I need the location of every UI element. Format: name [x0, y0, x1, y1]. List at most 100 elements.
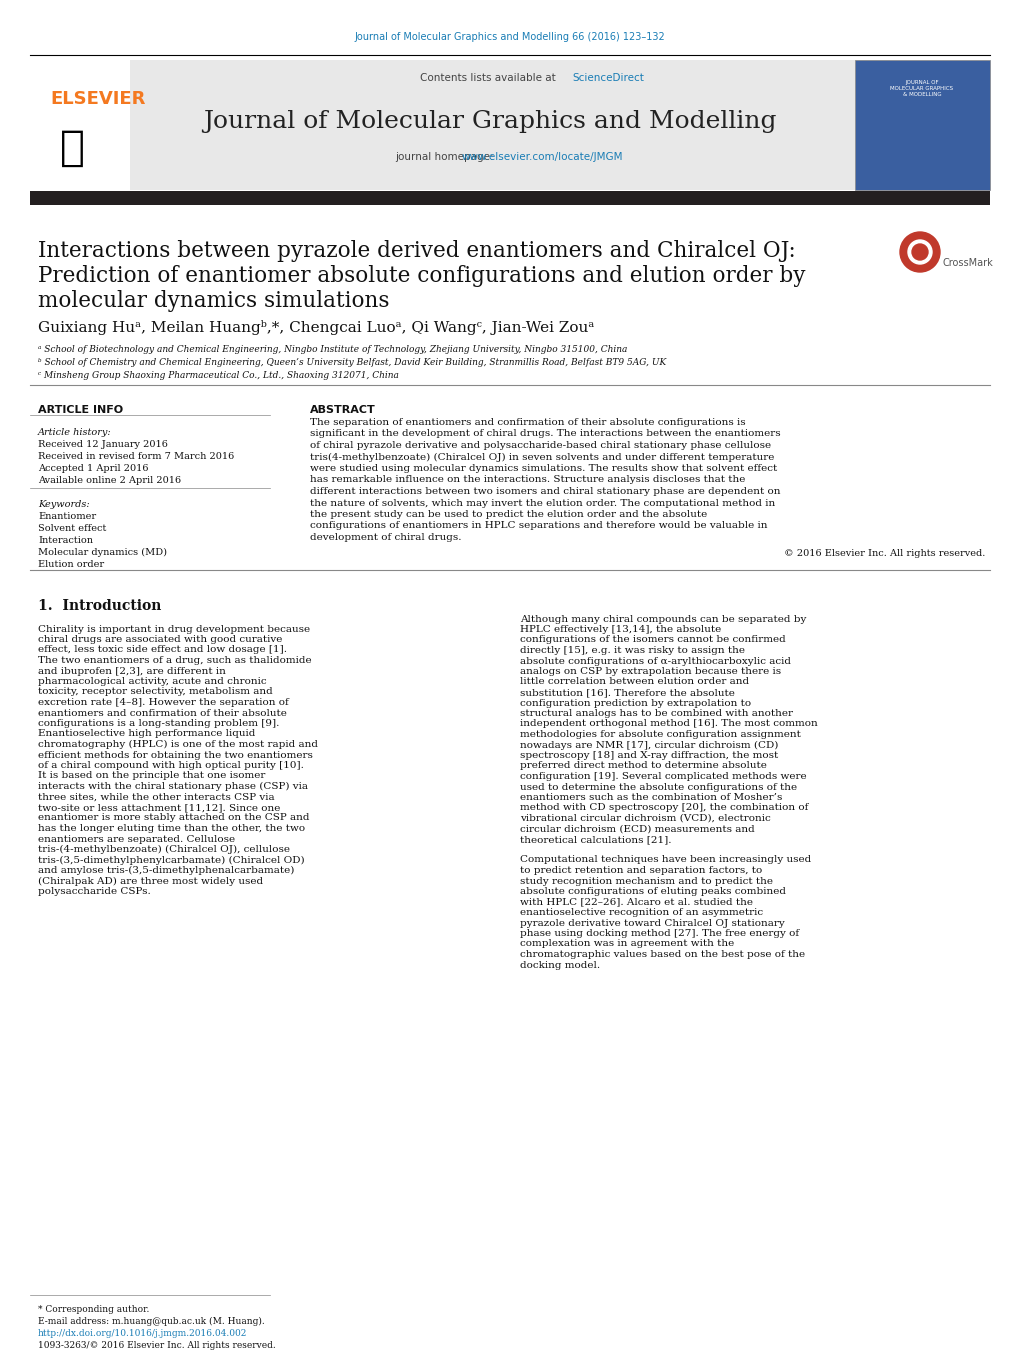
Text: absolute configurations of eluting peaks combined: absolute configurations of eluting peaks…: [520, 888, 786, 896]
Text: two-site or less attachment [11,12]. Since one: two-site or less attachment [11,12]. Sin…: [38, 802, 280, 812]
Text: chromatography (HPLC) is one of the most rapid and: chromatography (HPLC) is one of the most…: [38, 740, 318, 748]
Text: Journal of Molecular Graphics and Modelling: Journal of Molecular Graphics and Modell…: [203, 109, 776, 132]
Text: Article history:: Article history:: [38, 428, 111, 436]
Text: methodologies for absolute configuration assignment: methodologies for absolute configuration…: [520, 730, 800, 739]
Text: configuration [19]. Several complicated methods were: configuration [19]. Several complicated …: [520, 771, 806, 781]
Text: CrossMark: CrossMark: [943, 258, 993, 267]
Text: pharmacological activity, acute and chronic: pharmacological activity, acute and chro…: [38, 677, 266, 686]
Text: spectroscopy [18] and X-ray diffraction, the most: spectroscopy [18] and X-ray diffraction,…: [520, 751, 777, 761]
Text: 🌳: 🌳: [59, 127, 85, 169]
Text: chiral drugs are associated with good curative: chiral drugs are associated with good cu…: [38, 635, 282, 644]
Text: were studied using molecular dynamics simulations. The results show that solvent: were studied using molecular dynamics si…: [310, 463, 776, 473]
Circle shape: [907, 240, 931, 263]
Text: three sites, while the other interacts CSP via: three sites, while the other interacts C…: [38, 793, 274, 801]
Text: and ibuprofen [2,3], are different in: and ibuprofen [2,3], are different in: [38, 666, 225, 676]
Text: polysaccharide CSPs.: polysaccharide CSPs.: [38, 888, 151, 896]
Text: configurations is a long-standing problem [9].: configurations is a long-standing proble…: [38, 719, 279, 728]
Text: configuration prediction by extrapolation to: configuration prediction by extrapolatio…: [520, 698, 750, 708]
Text: (Chiralpak AD) are three most widely used: (Chiralpak AD) are three most widely use…: [38, 877, 263, 886]
Text: E-mail address: m.huang@qub.ac.uk (M. Huang).: E-mail address: m.huang@qub.ac.uk (M. Hu…: [38, 1317, 265, 1327]
Text: It is based on the principle that one isomer: It is based on the principle that one is…: [38, 771, 265, 781]
Text: configurations of the isomers cannot be confirmed: configurations of the isomers cannot be …: [520, 635, 785, 644]
FancyBboxPatch shape: [30, 190, 989, 205]
Text: Journal of Molecular Graphics and Modelling 66 (2016) 123–132: Journal of Molecular Graphics and Modell…: [355, 32, 664, 42]
Text: ᶜ Minsheng Group Shaoxing Pharmaceutical Co., Ltd., Shaoxing 312071, China: ᶜ Minsheng Group Shaoxing Pharmaceutical…: [38, 372, 398, 380]
Text: directly [15], e.g. it was risky to assign the: directly [15], e.g. it was risky to assi…: [520, 646, 744, 655]
Text: configurations of enantiomers in HPLC separations and therefore would be valuabl: configurations of enantiomers in HPLC se…: [310, 521, 766, 531]
Text: complexation was in agreement with the: complexation was in agreement with the: [520, 939, 734, 948]
Text: 1093-3263/© 2016 Elsevier Inc. All rights reserved.: 1093-3263/© 2016 Elsevier Inc. All right…: [38, 1342, 275, 1350]
Text: enantiomer is more stably attached on the CSP and: enantiomer is more stably attached on th…: [38, 813, 309, 823]
Text: has the longer eluting time than the other, the two: has the longer eluting time than the oth…: [38, 824, 305, 834]
Text: enantiomers such as the combination of Mosher’s: enantiomers such as the combination of M…: [520, 793, 782, 802]
Text: 1.  Introduction: 1. Introduction: [38, 600, 161, 613]
Text: has remarkable influence on the interactions. Structure analysis discloses that : has remarkable influence on the interact…: [310, 476, 745, 485]
Text: tris(4-methylbenzoate) (Chiralcel OJ) in seven solvents and under different temp: tris(4-methylbenzoate) (Chiralcel OJ) in…: [310, 453, 773, 462]
Text: chromatographic values based on the best pose of the: chromatographic values based on the best…: [520, 950, 804, 959]
Text: Received in revised form 7 March 2016: Received in revised form 7 March 2016: [38, 453, 234, 461]
Text: Chirality is important in drug development because: Chirality is important in drug developme…: [38, 624, 310, 634]
Text: method with CD spectroscopy [20], the combination of: method with CD spectroscopy [20], the co…: [520, 804, 808, 812]
Text: tris-(4-methylbenzoate) (Chiralcel OJ), cellulose: tris-(4-methylbenzoate) (Chiralcel OJ), …: [38, 844, 289, 854]
Text: excretion rate [4–8]. However the separation of: excretion rate [4–8]. However the separa…: [38, 698, 288, 707]
Text: Interactions between pyrazole derived enantiomers and Chiralcel OJ:: Interactions between pyrazole derived en…: [38, 240, 795, 262]
Text: independent orthogonal method [16]. The most common: independent orthogonal method [16]. The …: [520, 720, 817, 728]
Text: molecular dynamics simulations: molecular dynamics simulations: [38, 290, 389, 312]
Text: The separation of enantiomers and confirmation of their absolute configurations : The separation of enantiomers and confir…: [310, 417, 745, 427]
Text: the present study can be used to predict the elution order and the absolute: the present study can be used to predict…: [310, 509, 706, 519]
Text: Available online 2 April 2016: Available online 2 April 2016: [38, 476, 181, 485]
Text: circular dichroism (ECD) measurements and: circular dichroism (ECD) measurements an…: [520, 824, 754, 834]
Text: tris-(3,5-dimethylphenylcarbamate) (Chiralcel OD): tris-(3,5-dimethylphenylcarbamate) (Chir…: [38, 855, 305, 865]
Text: http://dx.doi.org/10.1016/j.jmgm.2016.04.002: http://dx.doi.org/10.1016/j.jmgm.2016.04…: [38, 1329, 248, 1337]
Circle shape: [899, 232, 940, 272]
Text: ᵃ School of Biotechnology and Chemical Engineering, Ningbo Institute of Technolo: ᵃ School of Biotechnology and Chemical E…: [38, 345, 627, 354]
Text: Enantioselective high performance liquid: Enantioselective high performance liquid: [38, 730, 255, 739]
Text: Contents lists available at: Contents lists available at: [420, 73, 559, 82]
Text: effect, less toxic side effect and low dosage [1].: effect, less toxic side effect and low d…: [38, 646, 286, 654]
Text: The two enantiomers of a drug, such as thalidomide: The two enantiomers of a drug, such as t…: [38, 657, 312, 665]
Text: study recognition mechanism and to predict the: study recognition mechanism and to predi…: [520, 877, 772, 885]
Text: used to determine the absolute configurations of the: used to determine the absolute configura…: [520, 782, 796, 792]
FancyBboxPatch shape: [129, 59, 890, 190]
Text: www.elsevier.com/locate/JMGM: www.elsevier.com/locate/JMGM: [462, 153, 623, 162]
Text: Keywords:: Keywords:: [38, 500, 90, 509]
Text: little correlation between elution order and: little correlation between elution order…: [520, 677, 748, 686]
Text: Guixiang Huᵃ, Meilan Huangᵇ,*, Chengcai Luoᵃ, Qi Wangᶜ, Jian-Wei Zouᵃ: Guixiang Huᵃ, Meilan Huangᵇ,*, Chengcai …: [38, 320, 594, 335]
Text: toxicity, receptor selectivity, metabolism and: toxicity, receptor selectivity, metaboli…: [38, 688, 272, 697]
Text: significant in the development of chiral drugs. The interactions between the ena: significant in the development of chiral…: [310, 430, 780, 439]
Text: Prediction of enantiomer absolute configurations and elution order by: Prediction of enantiomer absolute config…: [38, 265, 805, 286]
Text: enantiomers are separated. Cellulose: enantiomers are separated. Cellulose: [38, 835, 235, 843]
Text: ᵇ School of Chemistry and Chemical Engineering, Queen’s University Belfast, Davi: ᵇ School of Chemistry and Chemical Engin…: [38, 358, 665, 367]
Text: preferred direct method to determine absolute: preferred direct method to determine abs…: [520, 762, 766, 770]
Text: with HPLC [22–26]. Alcaro et al. studied the: with HPLC [22–26]. Alcaro et al. studied…: [520, 897, 752, 907]
Text: pyrazole derivative toward Chiralcel OJ stationary: pyrazole derivative toward Chiralcel OJ …: [520, 919, 784, 928]
Text: Accepted 1 April 2016: Accepted 1 April 2016: [38, 463, 149, 473]
Text: Computational techniques have been increasingly used: Computational techniques have been incre…: [520, 855, 810, 865]
Text: structural analogs has to be combined with another: structural analogs has to be combined wi…: [520, 709, 792, 717]
Text: vibrational circular dichroism (VCD), electronic: vibrational circular dichroism (VCD), el…: [520, 815, 770, 823]
Text: enantiomers and confirmation of their absolute: enantiomers and confirmation of their ab…: [38, 708, 286, 717]
Text: different interactions between two isomers and chiral stationary phase are depen: different interactions between two isome…: [310, 486, 780, 496]
Text: absolute configurations of α-arylthiocarboxylic acid: absolute configurations of α-arylthiocar…: [520, 657, 790, 666]
Text: nowadays are NMR [17], circular dichroism (CD): nowadays are NMR [17], circular dichrois…: [520, 740, 777, 750]
Circle shape: [911, 245, 927, 259]
Text: HPLC effectively [13,14], the absolute: HPLC effectively [13,14], the absolute: [520, 626, 720, 634]
Text: Enantiomer: Enantiomer: [38, 512, 96, 521]
Text: efficient methods for obtaining the two enantiomers: efficient methods for obtaining the two …: [38, 751, 313, 759]
Text: journal homepage:: journal homepage:: [394, 153, 496, 162]
Text: and amylose tris-(3,5-dimethylphenalcarbamate): and amylose tris-(3,5-dimethylphenalcarb…: [38, 866, 294, 875]
Text: theoretical calculations [21].: theoretical calculations [21].: [520, 835, 671, 844]
Text: ARTICLE INFO: ARTICLE INFO: [38, 405, 123, 415]
Text: to predict retention and separation factors, to: to predict retention and separation fact…: [520, 866, 761, 875]
Text: Elution order: Elution order: [38, 561, 104, 569]
Text: of chiral pyrazole derivative and polysaccharide-based chiral stationary phase c: of chiral pyrazole derivative and polysa…: [310, 440, 770, 450]
Text: interacts with the chiral stationary phase (CSP) via: interacts with the chiral stationary pha…: [38, 782, 308, 792]
Text: Received 12 January 2016: Received 12 January 2016: [38, 440, 168, 449]
Text: enantioselective recognition of an asymmetric: enantioselective recognition of an asymm…: [520, 908, 762, 917]
Text: ELSEVIER: ELSEVIER: [50, 91, 146, 108]
Text: of a chiral compound with high optical purity [10].: of a chiral compound with high optical p…: [38, 761, 304, 770]
Text: analogs on CSP by extrapolation because there is: analogs on CSP by extrapolation because …: [520, 667, 781, 676]
Text: phase using docking method [27]. The free energy of: phase using docking method [27]. The fre…: [520, 929, 798, 938]
Text: development of chiral drugs.: development of chiral drugs.: [310, 534, 461, 542]
Text: JOURNAL OF
MOLECULAR GRAPHICS
& MODELLING: JOURNAL OF MOLECULAR GRAPHICS & MODELLIN…: [890, 80, 953, 97]
